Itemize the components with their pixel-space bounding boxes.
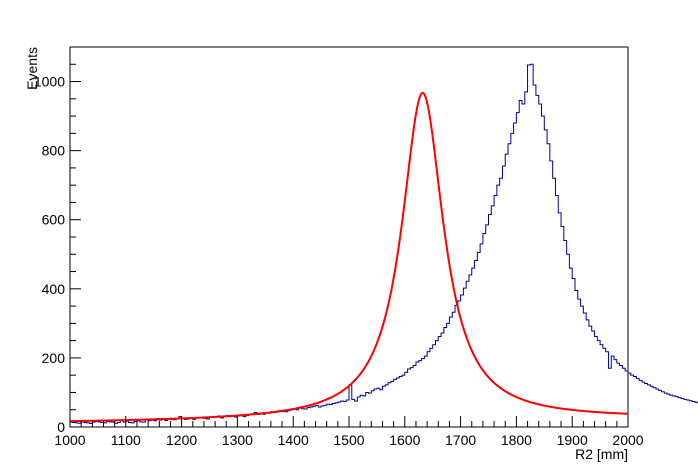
x-tick-label: 1800	[501, 432, 532, 448]
fit-curve	[69, 91, 629, 423]
histogram-series	[69, 63, 698, 427]
x-tick-label: 1700	[445, 432, 476, 448]
x-tick-label: 1500	[333, 432, 364, 448]
x-tick-label: 1600	[389, 432, 420, 448]
x-tick-label: 1900	[557, 432, 588, 448]
y-tick-label: 0	[57, 419, 65, 435]
y-tick-label: 600	[42, 212, 66, 228]
x-tick-label: 1100	[111, 432, 141, 448]
plot-frame	[69, 46, 629, 428]
x-tick-label: 1400	[278, 432, 309, 448]
y-axis-title: Events	[24, 47, 40, 90]
x-tick-label: 1000	[54, 432, 85, 448]
x-tick-label: 1200	[166, 432, 197, 448]
x-axis-title: R2 [mm]	[575, 446, 628, 462]
y-tick-label: 400	[42, 281, 66, 297]
y-tick-label: 200	[42, 350, 66, 366]
x-tick-label: 1300	[222, 432, 253, 448]
y-tick-label: 1000	[34, 74, 65, 90]
x-tick-label: 2000	[612, 432, 643, 448]
y-tick-label: 800	[42, 143, 66, 159]
